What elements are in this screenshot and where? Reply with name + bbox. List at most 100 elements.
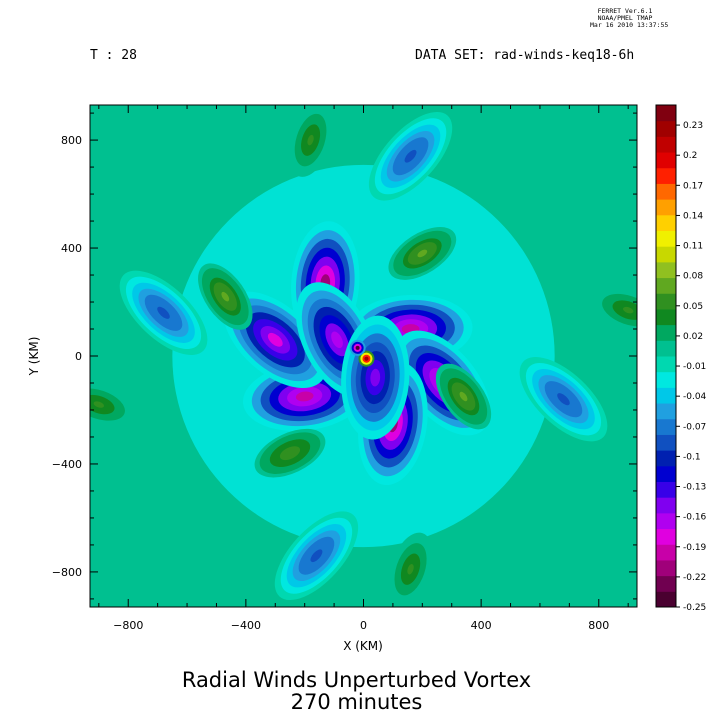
colorbar-tick-label: 0.14 (683, 211, 703, 221)
y-tick-label: −800 (52, 566, 82, 579)
x-tick-label: 800 (588, 619, 609, 632)
x-tick-label: 400 (471, 619, 492, 632)
ferret-stamp: FERRET Ver.6.1 NOAA/PMEL TMAP Mar 16 201… (590, 7, 669, 29)
chart-title: Radial Winds Unperturbed Vortex (181, 668, 532, 692)
stamp-line-1: FERRET Ver.6.1 (597, 7, 653, 15)
heatmap-field (90, 105, 637, 607)
colorbar-segment (656, 544, 676, 561)
colorbar-segment (656, 418, 676, 435)
field-feature-positive-lobe (254, 428, 326, 478)
contour-band (355, 345, 360, 350)
colorbar-segment (656, 559, 676, 577)
contour-band (417, 249, 428, 258)
field-feature-core-min (349, 339, 366, 356)
contour-band (459, 391, 468, 402)
contour-band (310, 549, 323, 563)
contour-band (284, 449, 296, 457)
colorbar-tick-label: -0.19 (683, 543, 707, 553)
colorbar-segment (656, 450, 676, 467)
field-feature-negative-band (274, 511, 359, 601)
contour-band (557, 393, 570, 406)
field-feature-positive-lobe (435, 363, 492, 430)
field-feature-positive-lobe (90, 382, 136, 428)
colorbar-segment (656, 120, 676, 137)
colorbar: -0.25 -0.22 -0.19 -0.16 -0.13 -0.1 -0.07 -0.04 -… (655, 104, 707, 613)
contour-band (157, 306, 170, 319)
contour-band (364, 356, 369, 361)
x-tick-label: −800 (113, 619, 143, 632)
colorbar-segment (656, 497, 676, 514)
contour-band (370, 368, 381, 387)
field-feature-negative-band (119, 270, 208, 355)
contour-band (407, 563, 414, 575)
colorbar-segment (656, 434, 676, 451)
contour-band (295, 391, 314, 402)
colorbar-segment (656, 293, 676, 310)
y-axis-label: Y (KM) (27, 337, 41, 377)
colorbar-segment (656, 403, 676, 420)
colorbar-segment (656, 230, 676, 247)
colorbar-segment (656, 199, 676, 216)
colorbar-tick-label: -0.07 (683, 422, 706, 432)
colorbar-segment (656, 340, 676, 357)
contour-band (622, 306, 634, 314)
y-tick-label: −400 (52, 458, 82, 471)
field-feature-positive-lobe (288, 105, 333, 177)
colorbar-segment (656, 136, 676, 153)
field-feature-positive-lobe (198, 263, 253, 330)
colorbar-tick-label: 0.11 (683, 242, 703, 252)
colorbar-segment (656, 308, 676, 326)
colorbar-segment (656, 152, 676, 169)
colorbar-segment (656, 465, 676, 482)
colorbar-segment (656, 105, 676, 122)
y-tick-label: 0 (75, 350, 82, 363)
chart-subtitle: 270 minutes (290, 690, 423, 714)
colorbar-tick-label: -0.1 (683, 452, 701, 462)
stamp-line-2: NOAA/PMEL TMAP (597, 14, 653, 22)
colorbar-segment (656, 387, 676, 404)
contour-band (221, 291, 230, 302)
colorbar-segment (656, 356, 676, 373)
contour-band (331, 331, 343, 349)
stamp-line-3: Mar 16 2010 13:37:55 (590, 21, 669, 29)
y-tick-label: 400 (61, 242, 82, 255)
colorbar-segment (656, 246, 676, 263)
colorbar-tick-label: 0.23 (683, 121, 703, 131)
x-axis-label: X (KM) (343, 639, 383, 653)
colorbar-tick-label: -0.25 (683, 603, 706, 613)
colorbar-tick-label: 0.08 (683, 272, 703, 282)
colorbar-segment (656, 277, 676, 294)
colorbar-segment (656, 167, 676, 184)
y-tick-label: 800 (61, 134, 82, 147)
colorbar-tick-label: 0.02 (683, 332, 703, 342)
colorbar-tick-label: -0.04 (683, 392, 707, 402)
x-tick-label: 0 (360, 619, 367, 632)
colorbar-tick-label: -0.22 (683, 573, 706, 583)
contour-band (267, 332, 283, 347)
contour-band (307, 134, 314, 146)
contour-band (404, 149, 417, 163)
colorbar-segment (656, 324, 676, 341)
colorbar-frame (655, 104, 677, 608)
colorbar-tick-label: 0.05 (683, 302, 703, 312)
colorbar-tick-label: -0.13 (683, 483, 706, 493)
colorbar-segment (656, 591, 676, 608)
x-tick-label: −400 (231, 619, 261, 632)
axes: −800 −400 0 400 800 −800 −400 0 400 800 (52, 105, 637, 632)
field-feature-core-max (358, 350, 375, 367)
colorbar-segment (656, 481, 676, 498)
colorbar-segment (656, 214, 676, 231)
colorbar-segment (656, 512, 676, 530)
colorbar-tick-label: 0.2 (683, 151, 697, 161)
colorbar-segment (656, 575, 676, 592)
time-label: T : 28 (90, 48, 137, 63)
field-feature-positive-lobe (388, 532, 434, 606)
field-feature-negative-band (368, 111, 453, 201)
colorbar-segment (656, 528, 676, 545)
colorbar-tick-label: -0.01 (683, 362, 706, 372)
contour-band (93, 401, 105, 408)
field-feature-negative-band (519, 357, 608, 442)
colorbar-tick-label: -0.16 (683, 513, 707, 523)
colorbar-segment (656, 183, 676, 200)
